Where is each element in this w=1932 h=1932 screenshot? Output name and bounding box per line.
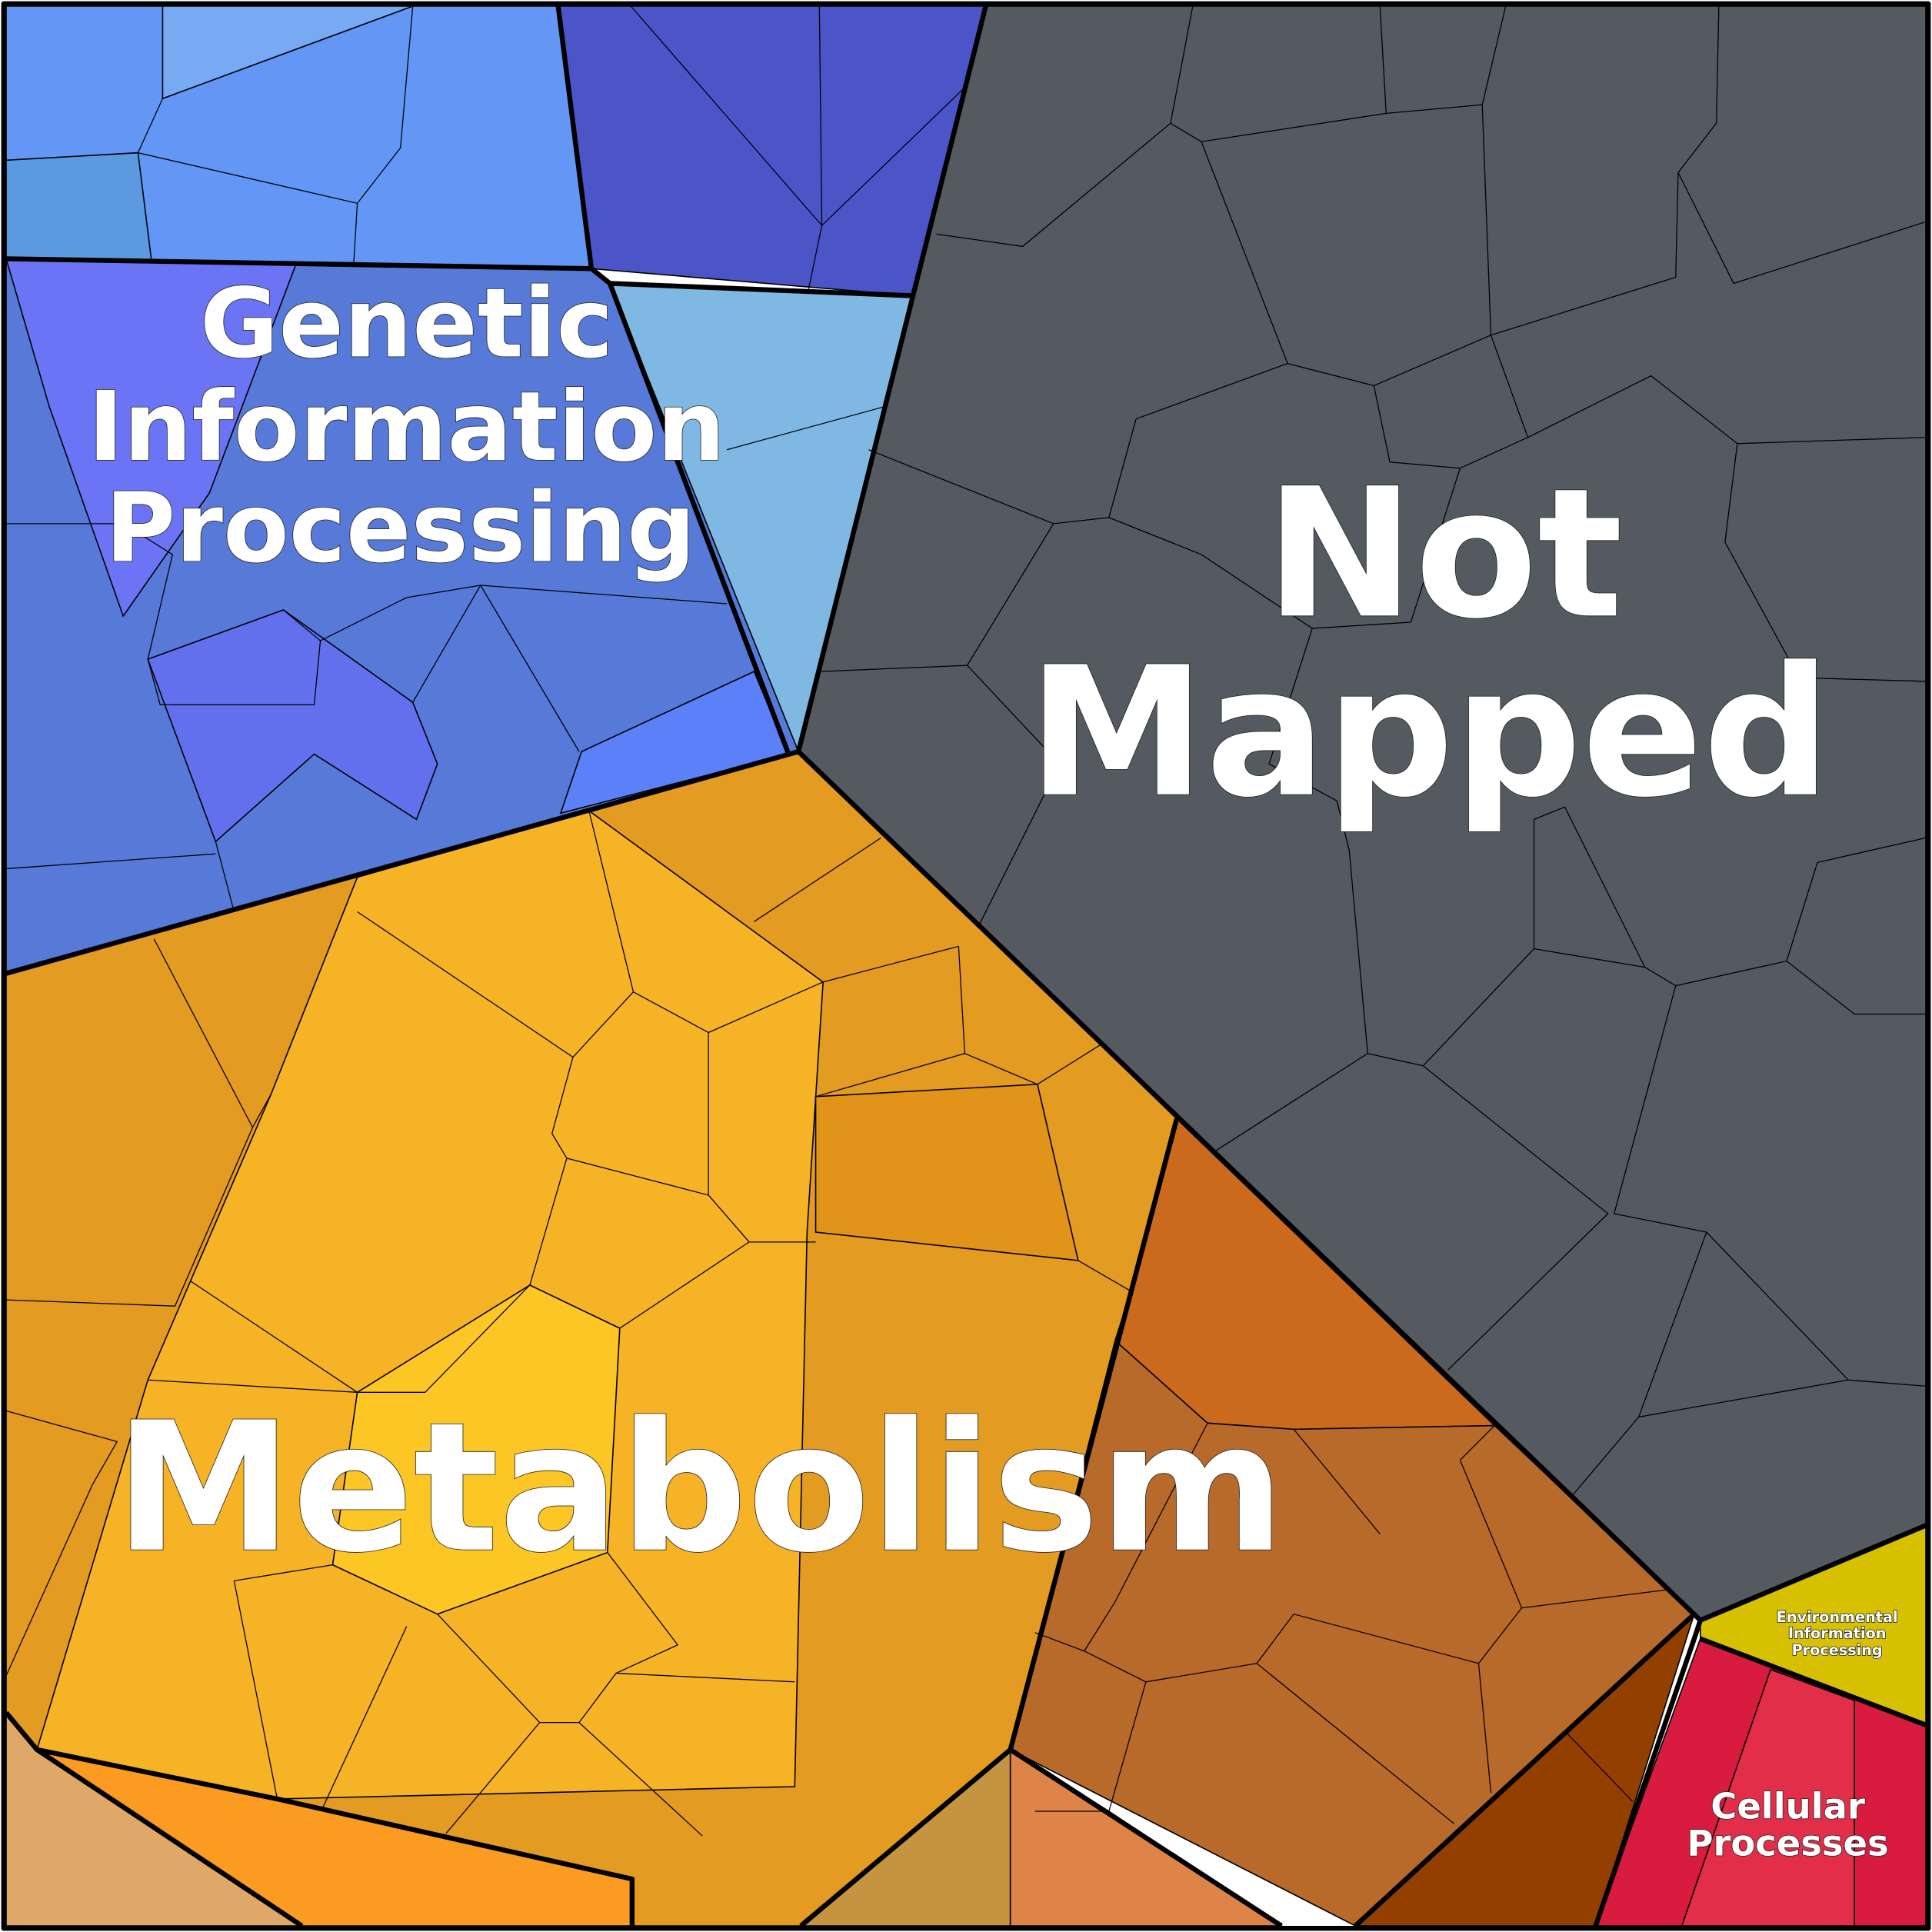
region-label: Genetic [200, 268, 614, 380]
labels: Genetic Information Processing Not Mappe… [87, 268, 1898, 1864]
cell-edges [5, 5, 1927, 1837]
region-label: Environmental [1777, 1608, 1898, 1626]
edge [819, 5, 1927, 1497]
region-label: Cellular [1710, 1785, 1865, 1827]
edge [137, 5, 964, 451]
region-label: Information [1788, 1624, 1887, 1642]
region-label: Mapped [1028, 628, 1830, 837]
cell [5, 152, 152, 262]
region-label: Processes [1687, 1822, 1888, 1864]
edge [5, 523, 728, 912]
border [4, 1118, 1696, 1928]
border [5, 5, 912, 755]
region-label: Processing [105, 472, 696, 584]
region-label: Information [88, 371, 725, 483]
region-label: Not [1265, 449, 1623, 658]
cell [814, 1083, 1079, 1261]
cell [36, 810, 824, 1800]
cell [147, 609, 438, 843]
region-label: Metabolism [115, 1384, 1285, 1592]
border [5, 5, 1927, 1927]
edge [5, 810, 1670, 1837]
region-label: Processing [1792, 1641, 1883, 1659]
